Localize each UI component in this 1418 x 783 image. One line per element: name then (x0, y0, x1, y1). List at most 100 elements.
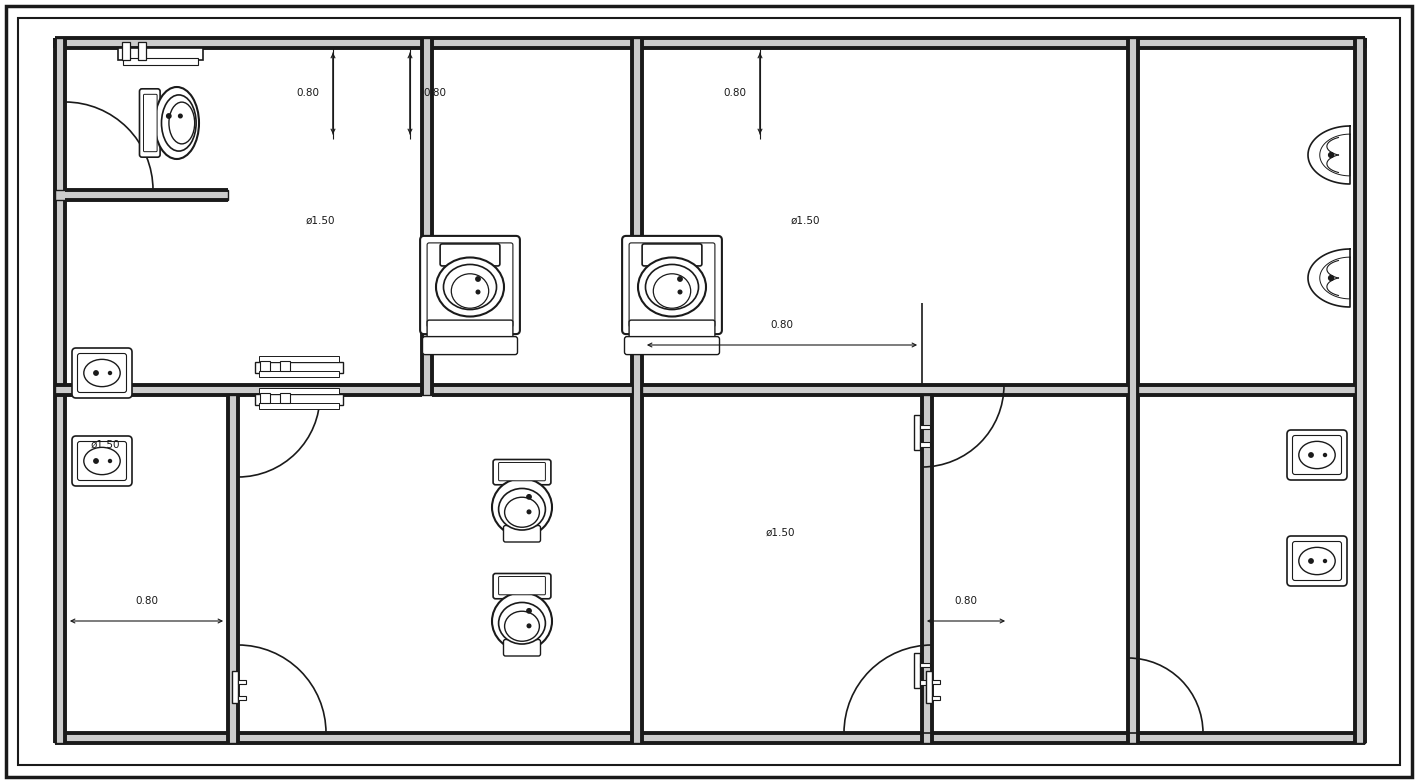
Bar (1127, 38, 1139, 743)
FancyBboxPatch shape (1288, 430, 1347, 480)
Bar (920, 662, 930, 667)
Polygon shape (1307, 126, 1350, 184)
FancyBboxPatch shape (493, 460, 552, 485)
Circle shape (527, 624, 530, 628)
FancyBboxPatch shape (143, 94, 157, 152)
Bar (233, 671, 238, 703)
FancyBboxPatch shape (624, 337, 719, 355)
FancyBboxPatch shape (440, 244, 501, 266)
Text: 0.80: 0.80 (723, 88, 746, 99)
FancyBboxPatch shape (423, 337, 518, 355)
Bar (55, 190, 228, 200)
Ellipse shape (84, 359, 121, 387)
Circle shape (1323, 453, 1326, 456)
Bar (238, 696, 247, 700)
FancyBboxPatch shape (1292, 435, 1341, 474)
FancyBboxPatch shape (78, 442, 126, 481)
FancyBboxPatch shape (499, 576, 546, 595)
Bar (255, 394, 343, 405)
Circle shape (94, 459, 98, 464)
FancyBboxPatch shape (623, 236, 722, 334)
FancyBboxPatch shape (499, 463, 546, 481)
Circle shape (94, 371, 98, 375)
FancyBboxPatch shape (642, 244, 702, 266)
FancyBboxPatch shape (72, 436, 132, 486)
Bar (432, 385, 632, 395)
Ellipse shape (155, 87, 199, 159)
Ellipse shape (645, 265, 699, 309)
Bar (55, 38, 1366, 48)
Bar (259, 361, 269, 371)
FancyBboxPatch shape (493, 573, 552, 599)
FancyBboxPatch shape (1288, 536, 1347, 586)
FancyBboxPatch shape (503, 640, 540, 656)
Ellipse shape (505, 497, 539, 527)
Bar (122, 42, 130, 60)
Ellipse shape (499, 489, 546, 530)
Bar (1139, 385, 1356, 395)
Circle shape (1309, 559, 1313, 563)
Ellipse shape (1299, 547, 1336, 575)
Bar (932, 696, 940, 700)
FancyBboxPatch shape (630, 320, 715, 338)
Circle shape (476, 290, 479, 294)
Bar (920, 680, 930, 684)
Bar (55, 733, 1366, 743)
Bar (228, 395, 238, 743)
Bar (238, 680, 247, 684)
Bar (55, 38, 65, 743)
Ellipse shape (492, 593, 552, 650)
Circle shape (527, 608, 532, 613)
Bar (642, 385, 1127, 395)
FancyBboxPatch shape (427, 243, 513, 327)
Text: 0.80: 0.80 (424, 88, 447, 99)
FancyBboxPatch shape (139, 88, 160, 157)
Text: 0.80: 0.80 (296, 88, 319, 99)
Text: 0.80: 0.80 (770, 320, 794, 330)
Circle shape (1309, 453, 1313, 457)
Bar (423, 38, 432, 395)
Bar (915, 653, 920, 688)
Bar (279, 361, 291, 371)
Bar (55, 385, 423, 395)
Bar (632, 38, 642, 743)
Bar (138, 42, 146, 60)
Circle shape (527, 510, 530, 514)
Bar (920, 442, 930, 446)
Bar (279, 393, 291, 403)
Text: ø1.50: ø1.50 (305, 216, 335, 226)
Bar (123, 58, 199, 65)
Bar (932, 680, 940, 684)
Circle shape (179, 114, 182, 117)
Circle shape (166, 114, 172, 118)
Bar (926, 671, 932, 703)
FancyBboxPatch shape (72, 348, 132, 398)
Ellipse shape (499, 602, 546, 644)
Ellipse shape (505, 612, 539, 641)
Circle shape (109, 460, 112, 463)
Bar (915, 415, 920, 450)
Ellipse shape (435, 258, 503, 316)
Bar (259, 371, 339, 377)
Ellipse shape (451, 274, 489, 309)
Ellipse shape (1299, 442, 1336, 469)
Bar (1356, 38, 1366, 743)
Ellipse shape (492, 478, 552, 536)
FancyBboxPatch shape (630, 243, 715, 327)
FancyBboxPatch shape (503, 525, 540, 542)
Bar (259, 388, 339, 394)
Bar (259, 393, 269, 403)
Bar (259, 356, 339, 362)
Bar (259, 403, 339, 409)
Text: ø1.50: ø1.50 (790, 216, 820, 226)
Circle shape (1329, 153, 1333, 157)
Circle shape (1329, 276, 1333, 280)
Circle shape (527, 495, 532, 499)
FancyBboxPatch shape (1292, 542, 1341, 580)
Bar (255, 362, 343, 373)
Bar (118, 48, 203, 60)
Ellipse shape (654, 274, 691, 309)
FancyBboxPatch shape (78, 353, 126, 392)
Bar (922, 395, 932, 743)
Ellipse shape (84, 447, 121, 474)
